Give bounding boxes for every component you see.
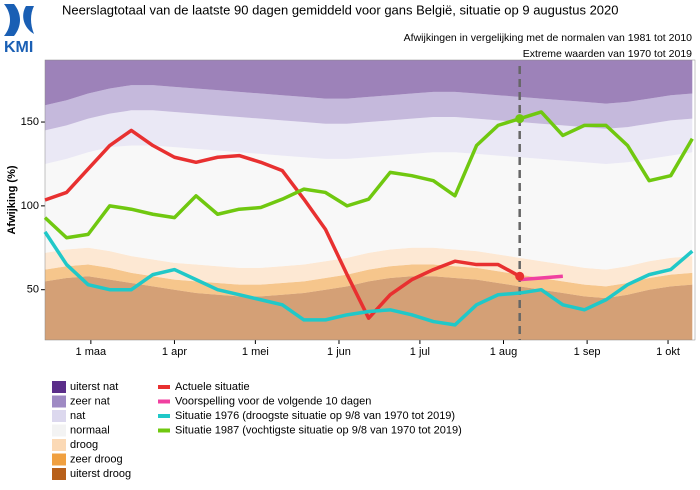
legend-label: droog xyxy=(70,439,98,451)
legend-label: uiterst nat xyxy=(70,381,118,393)
band xyxy=(45,247,693,287)
legend-label: Situatie 1987 (vochtigste situatie op 9/… xyxy=(175,424,462,436)
y-tick-label: 50 xyxy=(27,284,39,296)
legend-swatch xyxy=(52,410,66,422)
legend-label: uiterst droog xyxy=(70,468,131,480)
y-tick-label: 100 xyxy=(21,200,39,212)
series-line xyxy=(519,274,563,282)
series-line xyxy=(43,110,694,240)
band xyxy=(45,110,693,164)
band xyxy=(45,145,693,270)
series-line xyxy=(44,128,521,320)
x-tick-label: 1 aug xyxy=(490,346,518,358)
chart-title: Neerslagtotaal van de laatste 90 dagen g… xyxy=(62,2,619,17)
x-tick-label: 1 okt xyxy=(656,346,680,358)
legend-swatch xyxy=(52,395,66,408)
x-tick-label: 1 jun xyxy=(327,346,351,358)
legend-swatch xyxy=(52,381,66,393)
legend-swatch xyxy=(52,468,66,480)
legend-swatch xyxy=(52,424,66,437)
x-tick-label: 1 sep xyxy=(574,346,601,358)
logo-mark xyxy=(23,6,34,34)
series-line xyxy=(43,230,694,327)
legend-label: normaal xyxy=(70,424,110,436)
legend-swatch xyxy=(52,439,66,451)
legend-label: zeer nat xyxy=(70,395,110,407)
band xyxy=(45,60,693,106)
current-dot xyxy=(515,271,525,281)
logo-text: KMI xyxy=(4,39,33,56)
subtitle: Afwijkingen in vergelijking met de norma… xyxy=(404,32,693,44)
band xyxy=(45,264,693,299)
y-axis-label: Afwijking (%) xyxy=(6,165,18,234)
x-tick-label: 1 apr xyxy=(162,346,187,358)
x-tick-label: 1 maa xyxy=(76,346,107,358)
x-tick-label: 1 jul xyxy=(410,346,430,358)
legend-label: nat xyxy=(70,410,85,422)
subtitle: Extreme waarden van 1970 tot 2019 xyxy=(523,48,692,60)
legend-swatch xyxy=(52,453,66,466)
legend-label: Actuele situatie xyxy=(175,381,250,393)
legend-label: Situatie 1976 (droogste situatie op 9/8 … xyxy=(175,410,455,422)
y-tick-label: 150 xyxy=(21,116,39,128)
x-tick-label: 1 mei xyxy=(242,346,269,358)
logo-mark xyxy=(4,4,20,36)
legend-label: Voorspelling voor de volgende 10 dagen xyxy=(175,395,371,407)
band xyxy=(45,85,693,131)
current-dot xyxy=(515,114,525,124)
legend-label: zeer droog xyxy=(70,453,123,465)
